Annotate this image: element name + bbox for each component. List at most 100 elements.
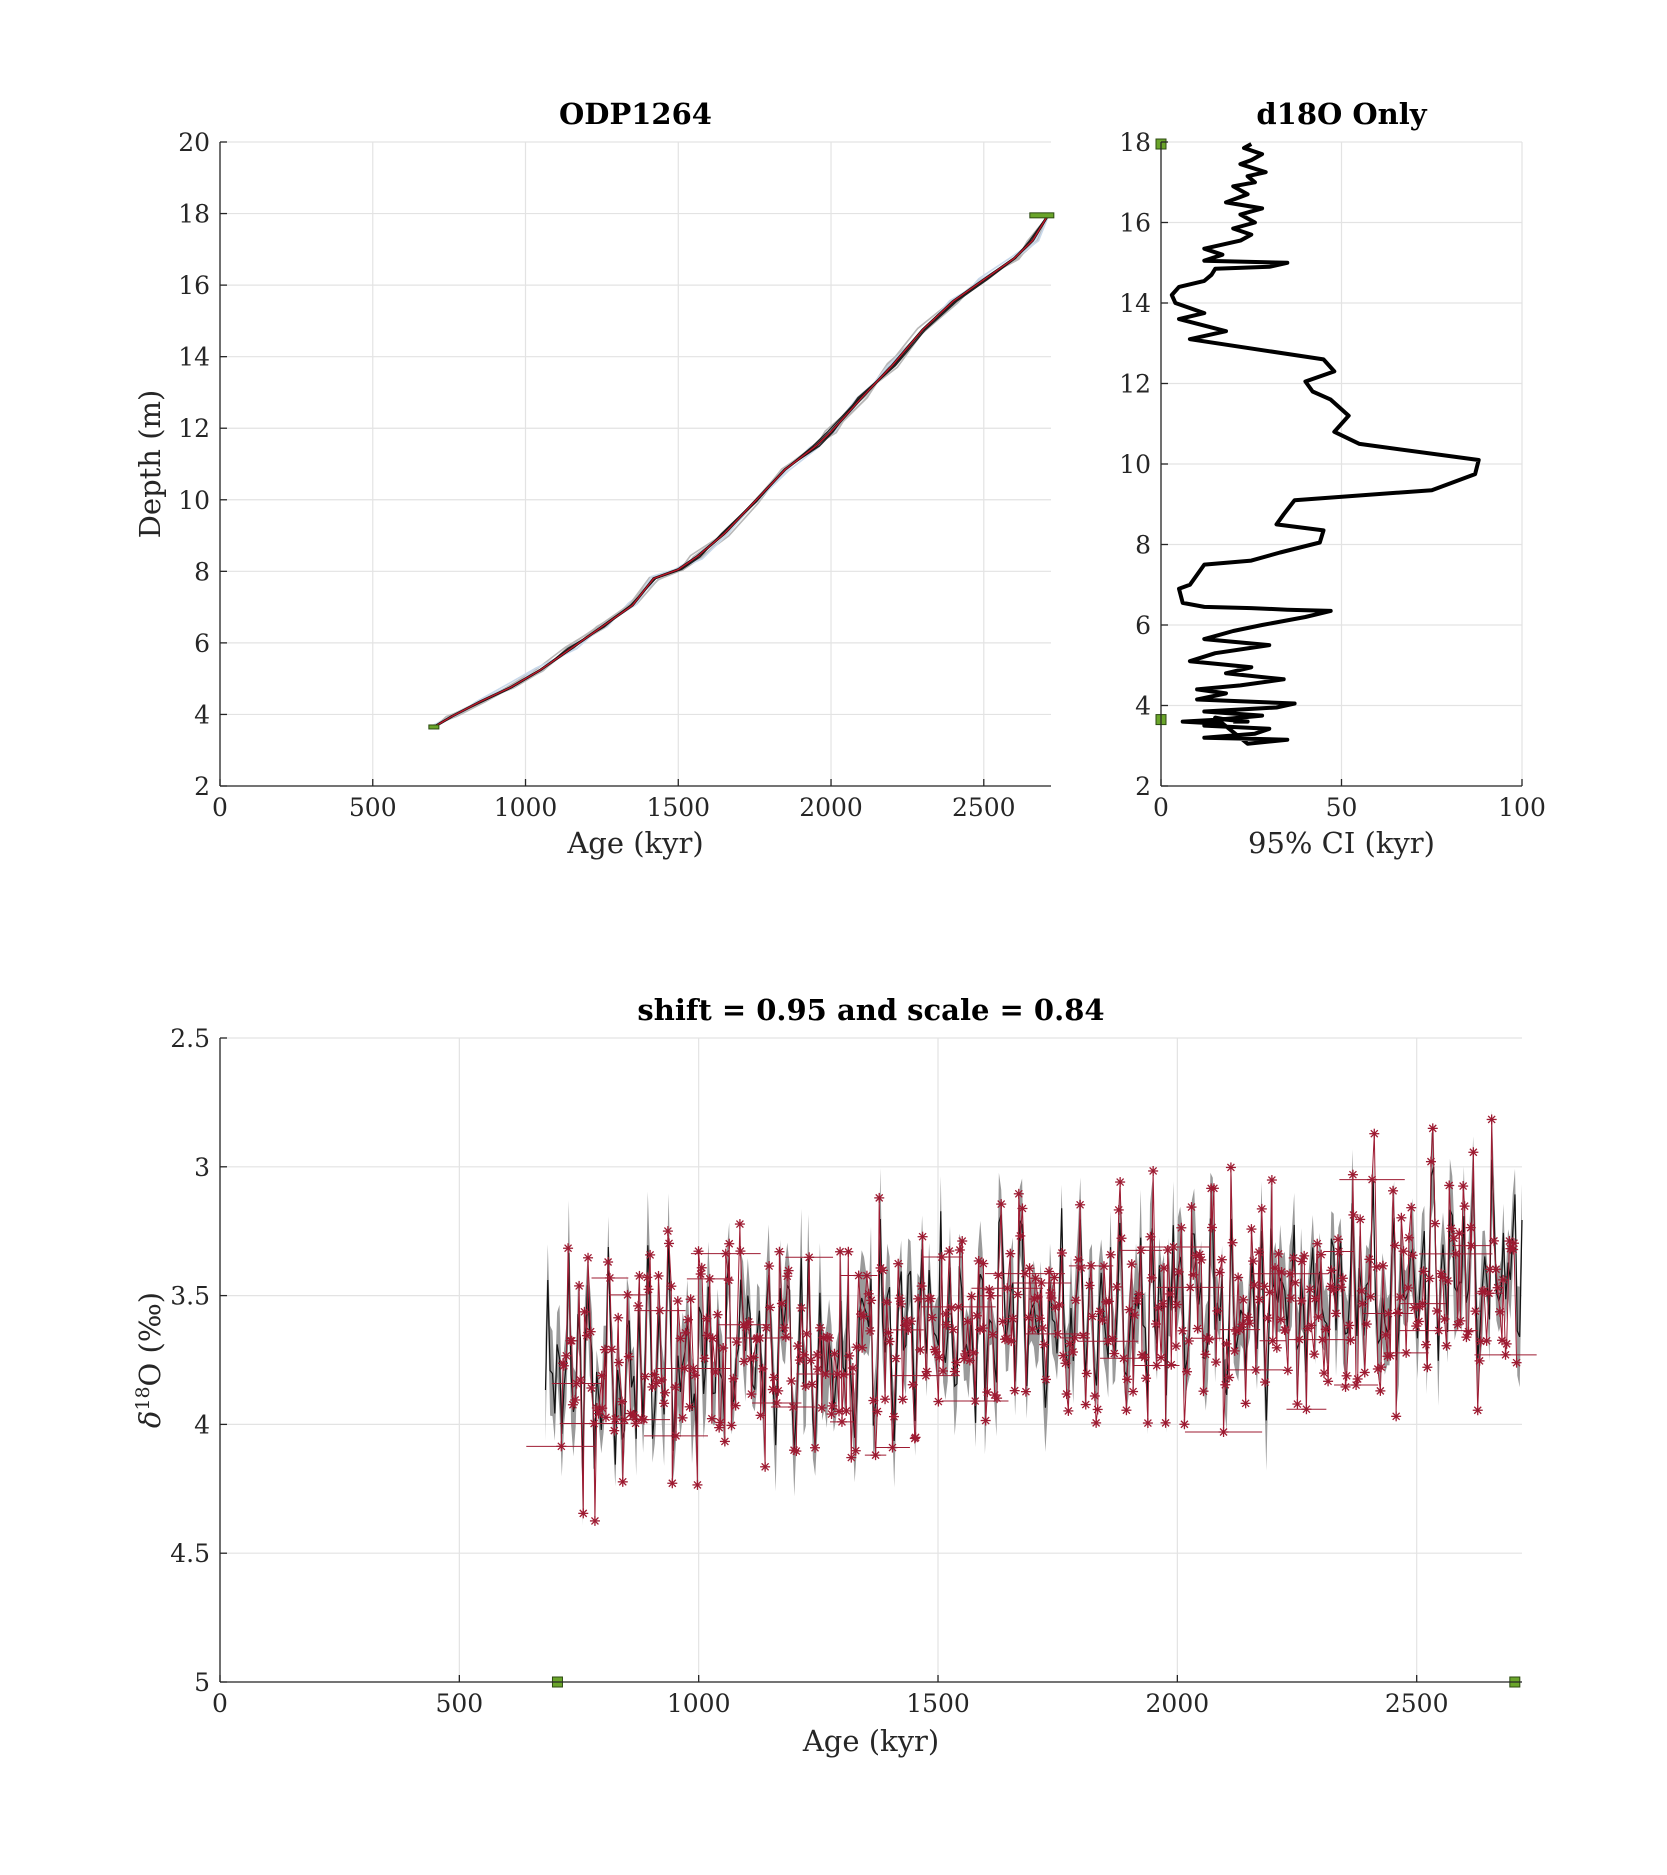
data-point-stroke [729,1374,738,1383]
d18o-data-point [667,1478,678,1489]
data-point-stroke [684,1315,692,1324]
data-point-stroke [1184,1337,1193,1345]
data-point-stroke [1050,1273,1059,1282]
data-point-stroke [1040,1340,1049,1349]
data-point-stroke [967,1292,976,1301]
d18o-data-point [936,1252,947,1263]
y-tick-label: 10 [1119,450,1151,479]
data-point-stroke [1482,1336,1491,1345]
data-point-stroke [1338,1274,1347,1283]
d18o-data-point [1361,1319,1372,1330]
data-point-stroke [821,1370,830,1378]
d18o-data-point [761,1322,772,1333]
data-point-stroke [1047,1294,1056,1302]
d18o-data-point [1208,1183,1219,1194]
d18o-data-point [1237,1319,1248,1330]
data-point-stroke [1180,1420,1189,1429]
data-point-stroke [693,1480,702,1489]
data-point-stroke [994,1271,1003,1280]
data-point-stroke [1445,1181,1454,1190]
data-point-stroke [1104,1297,1113,1306]
data-point-stroke [878,1266,887,1275]
data-point-stroke [1093,1405,1102,1414]
d18o-data-point [954,1244,965,1255]
age-depth-axes: 0 500 1000 1500 2000 2500 2 4 6 8 10 12 14 16 18 20 [178,128,1051,822]
d18o-data-point [1097,1315,1108,1326]
x-tick-label: 0 [1153,793,1169,822]
data-point-stroke [918,1232,927,1241]
d18o-data-point [1323,1376,1334,1387]
d18o-data-point [583,1252,594,1263]
d18o-data-point [941,1319,952,1330]
d18o-data-point [1380,1329,1391,1340]
d18o-data-point [1084,1280,1095,1291]
d18o-data-point [1344,1320,1355,1331]
d18o-data-point [1244,1318,1255,1329]
d18o-data-point [1290,1277,1301,1288]
d18o-data-point [617,1396,628,1407]
data-point-stroke [1217,1255,1226,1264]
data-point-stroke [1456,1316,1465,1325]
d18o-data-point [907,1379,918,1390]
data-point-stroke [1193,1324,1202,1333]
data-point-stroke [594,1409,603,1418]
data-point-stroke [1087,1261,1096,1270]
d18o-data-point [1401,1347,1412,1358]
data-point-stroke [835,1407,843,1416]
d18o-data-point [877,1265,888,1276]
d18o-data-point [925,1293,936,1304]
d18o-data-point [561,1350,572,1361]
d18o-data-point [1383,1308,1394,1319]
data-point-stroke [1291,1278,1300,1287]
d18o-data-point [776,1298,787,1309]
d18o-data-point [743,1316,754,1327]
data-point-stroke [895,1294,904,1303]
d18o-data-point [1333,1246,1344,1257]
d18o-data-point [585,1326,596,1337]
data-point-stroke [1146,1232,1155,1241]
data-point-stroke [844,1247,853,1256]
d18o-data-point [1458,1181,1469,1192]
d18o-data-point [1017,1203,1028,1214]
d18o-data-point [1310,1293,1321,1304]
data-point-stroke [685,1402,694,1411]
data-point-stroke [765,1262,774,1271]
d18o-data-point [1452,1319,1463,1330]
d18o-data-point [1220,1379,1231,1390]
d18o-data-point [1030,1273,1041,1284]
data-point-stroke [584,1253,593,1262]
data-point-stroke [571,1396,580,1404]
d18o-data-point [692,1479,703,1490]
data-point-stroke [1163,1246,1172,1255]
data-point-stroke [576,1376,585,1384]
d18o-data-point [836,1416,847,1427]
d18o-data-point [1181,1366,1192,1377]
d18o-data-point [1225,1162,1236,1173]
d18o-data-point [685,1294,696,1305]
data-point-stroke [1161,1418,1170,1427]
data-point-stroke [1025,1264,1034,1273]
data-point-stroke [1108,1334,1117,1343]
data-point-stroke [1365,1255,1374,1264]
d18o-ylabel-delta: δ [133,1411,167,1428]
d18o-data-point [654,1305,665,1316]
d18o-data-point [858,1311,869,1322]
data-point-stroke [1098,1316,1107,1325]
data-point-stroke [1407,1203,1416,1212]
d18o-data-point [1238,1294,1249,1305]
data-point-stroke [731,1401,740,1410]
d18o-data-point [1437,1272,1448,1283]
age-depth-title: ODP1264 [559,97,712,131]
data-point-stroke [1357,1286,1366,1295]
data-point-stroke [836,1247,845,1256]
data-point-stroke [988,1330,997,1339]
data-point-stroke [1006,1249,1015,1258]
data-point-stroke [1129,1387,1138,1396]
d18o-data-point [1168,1242,1179,1253]
d18o-data-point [629,1410,640,1421]
data-point-stroke [1251,1365,1260,1374]
d18o-data-point [653,1270,664,1281]
data-point-stroke [1038,1324,1047,1332]
d18o-data-point [888,1411,899,1422]
data-point-stroke [1324,1377,1333,1386]
